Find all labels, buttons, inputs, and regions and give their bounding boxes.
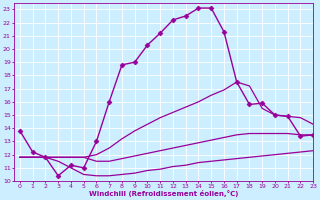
X-axis label: Windchill (Refroidissement éolien,°C): Windchill (Refroidissement éolien,°C) — [89, 190, 238, 197]
